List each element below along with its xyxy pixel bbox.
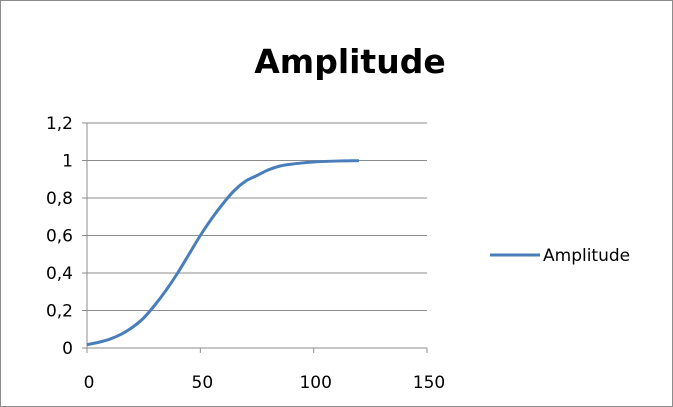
chart-title: Amplitude <box>254 42 445 81</box>
tick-labels: 0 0,2 0,4 0,6 0,8 1 1,2 0 50 100 150 <box>46 114 445 393</box>
y-tick-label: 1 <box>62 152 73 172</box>
x-tick-label: 50 <box>192 373 214 393</box>
x-tick-label: 0 <box>84 373 95 393</box>
x-tick-label: 150 <box>413 373 445 393</box>
y-tick-label: 0 <box>62 339 73 359</box>
y-tick-label: 0,2 <box>46 302 73 322</box>
axes <box>82 122 428 353</box>
x-tick-label: 100 <box>299 373 331 393</box>
y-tick-label: 0,6 <box>46 227 73 247</box>
y-tick-label: 1,2 <box>46 114 73 134</box>
legend-label: Amplitude <box>543 246 630 266</box>
legend: Amplitude <box>490 246 630 266</box>
series-line-amplitude <box>86 159 360 347</box>
series-group <box>86 159 360 347</box>
y-tick-label: 0,4 <box>46 264 73 284</box>
y-tick-label: 0,8 <box>46 189 73 209</box>
grid <box>87 122 427 311</box>
